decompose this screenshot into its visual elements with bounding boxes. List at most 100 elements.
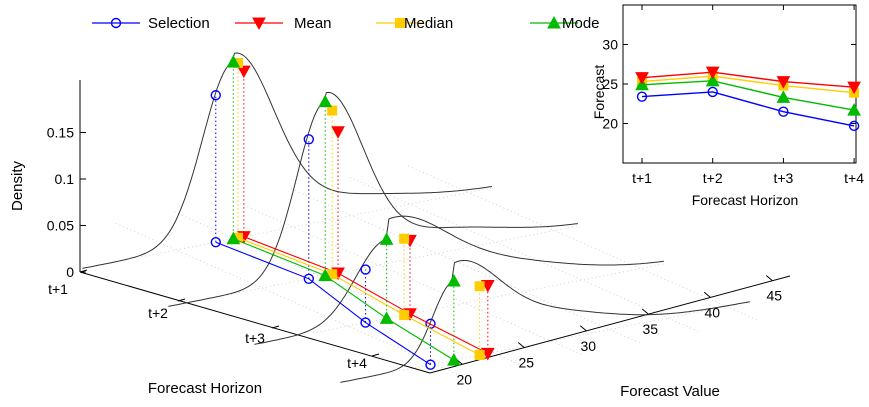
- legend-marker: [110, 17, 122, 29]
- floor-line-median: [237, 237, 480, 356]
- density-curves: [82, 52, 750, 383]
- legend-item-mean: Mean: [235, 15, 332, 32]
- inset-y-axis-label: Forecast: [591, 65, 607, 120]
- legend-label: Mode: [562, 15, 600, 32]
- inset-mode-marker: [705, 73, 720, 87]
- legend: Selection Mean Median Mode: [92, 15, 600, 32]
- horizon-tick: [271, 325, 280, 329]
- main-density-label: Density: [9, 160, 26, 211]
- value-tick: [517, 342, 525, 348]
- inset-mean-marker: [776, 76, 791, 89]
- value-tick-label: 40: [704, 304, 720, 320]
- selection-floor-marker: [425, 359, 436, 370]
- median-curve-marker: [327, 105, 338, 116]
- main-axes: 0 0.05 0.1 0.15 t+1 t+2 t+3 t+4 20 25 30 35 40 45: [47, 80, 791, 387]
- legend-item-selection: Selection: [92, 15, 210, 32]
- grid-line-value: [174, 211, 523, 367]
- mean-floor-marker: [480, 347, 495, 361]
- selection-floor-marker: [360, 317, 371, 328]
- inset-mean-marker: [705, 66, 720, 80]
- mode-floor-marker: [447, 353, 461, 366]
- mean-curve-marker: [331, 126, 345, 139]
- selection-floor-marker: [210, 236, 221, 248]
- selection-floor-marker: [303, 273, 314, 284]
- horizon-tick: [371, 353, 380, 357]
- inset-x-tick-label: t+1: [632, 170, 652, 186]
- legend-label: Median: [404, 15, 453, 32]
- grid-line-value: [408, 165, 757, 321]
- horizon-tick-label: t+2: [148, 305, 168, 321]
- median-floor-marker: [399, 309, 410, 320]
- density-curve-t+3: [254, 215, 664, 345]
- inset-y-tick-label: 25: [602, 76, 618, 92]
- mode-curve-marker: [226, 54, 241, 68]
- inset-mode-marker: [776, 90, 791, 103]
- value-tick-label: 45: [766, 288, 782, 304]
- legend-marker: [252, 17, 266, 31]
- legend-item-median: Median: [376, 15, 453, 32]
- legend-item-mode: Mode: [530, 15, 600, 32]
- density-curve-t+1: [82, 52, 492, 269]
- horizon-tick-label: t+4: [347, 355, 367, 371]
- main-3d-plot: 0 0.05 0.1 0.15 t+1 t+2 t+3 t+4 20 25 30 35 40 45: [47, 52, 791, 387]
- inset-line-median: [641, 75, 855, 94]
- main-horizon-axis-label: Forecast Horizon: [148, 380, 262, 397]
- density-tick-label: 0.05: [47, 218, 74, 234]
- median-curve-marker: [399, 233, 410, 244]
- inset-selection-marker: [778, 106, 789, 117]
- inset-mean-marker: [635, 72, 649, 85]
- inset-x-tick-label: t+4: [844, 170, 864, 186]
- selection-curve-marker: [425, 318, 436, 329]
- value-tick: [579, 325, 587, 332]
- legend-label: Selection: [148, 15, 210, 32]
- horizon-tick: [177, 298, 186, 302]
- mode-floor-marker: [226, 231, 241, 245]
- inset-x-tick-label: t+3: [773, 170, 793, 186]
- inset-selection-marker: [636, 91, 648, 102]
- mode-curve-marker: [447, 273, 461, 287]
- floor-grid: [115, 165, 757, 378]
- selection-curve-marker: [210, 90, 221, 101]
- inset-line-mean: [641, 71, 855, 88]
- main-value-axis-label: Forecast Value: [620, 383, 720, 400]
- inset-x-axis-label: Forecast Horizon: [692, 192, 799, 208]
- floor-line-mean: [243, 236, 489, 354]
- inset-mean-marker: [847, 81, 861, 95]
- horizon-tick-label: t+1: [48, 281, 68, 297]
- legend-marker: [547, 15, 561, 29]
- inset-line-mode: [641, 80, 855, 111]
- value-tick-label: 35: [642, 321, 658, 337]
- mode-curve-marker: [379, 232, 394, 245]
- horizon-tick-label: t+3: [245, 330, 265, 346]
- value-tick: [641, 308, 649, 315]
- density-curve-t+2: [168, 91, 578, 307]
- mode-curve-marker: [318, 94, 333, 108]
- density-tick-label: 0: [66, 264, 74, 280]
- value-tick: [765, 275, 773, 281]
- median-curve-marker: [474, 281, 485, 292]
- grid-line-horizon: [140, 187, 492, 258]
- legend-marker: [395, 18, 405, 28]
- selection-curve-marker: [360, 264, 371, 275]
- inset-selection-marker: [848, 120, 860, 132]
- horizon-axis: [79, 271, 431, 374]
- grid-line-value: [115, 223, 465, 378]
- mean-curve-marker: [480, 280, 495, 293]
- value-axis: [429, 275, 791, 374]
- statistics: [210, 54, 495, 370]
- value-tick-label: 30: [580, 338, 596, 354]
- density-curve-t+4: [340, 260, 750, 383]
- inset-x-tick-label: t+2: [703, 170, 723, 186]
- inset-mode-marker: [847, 103, 861, 116]
- inset-selection-marker: [707, 86, 718, 98]
- inset-plot: 20 25 30 t+1 t+2 t+3 t+4: [602, 4, 864, 186]
- floor-line-selection: [215, 241, 431, 366]
- grid-line-value: [291, 188, 640, 344]
- selection-curve-marker: [303, 134, 314, 145]
- density-tick-label: 0.15: [47, 125, 74, 141]
- value-tick: [703, 291, 711, 298]
- mode-floor-marker: [318, 268, 333, 282]
- inset-line-selection: [641, 91, 855, 127]
- inset-y-tick-label: 30: [602, 37, 618, 53]
